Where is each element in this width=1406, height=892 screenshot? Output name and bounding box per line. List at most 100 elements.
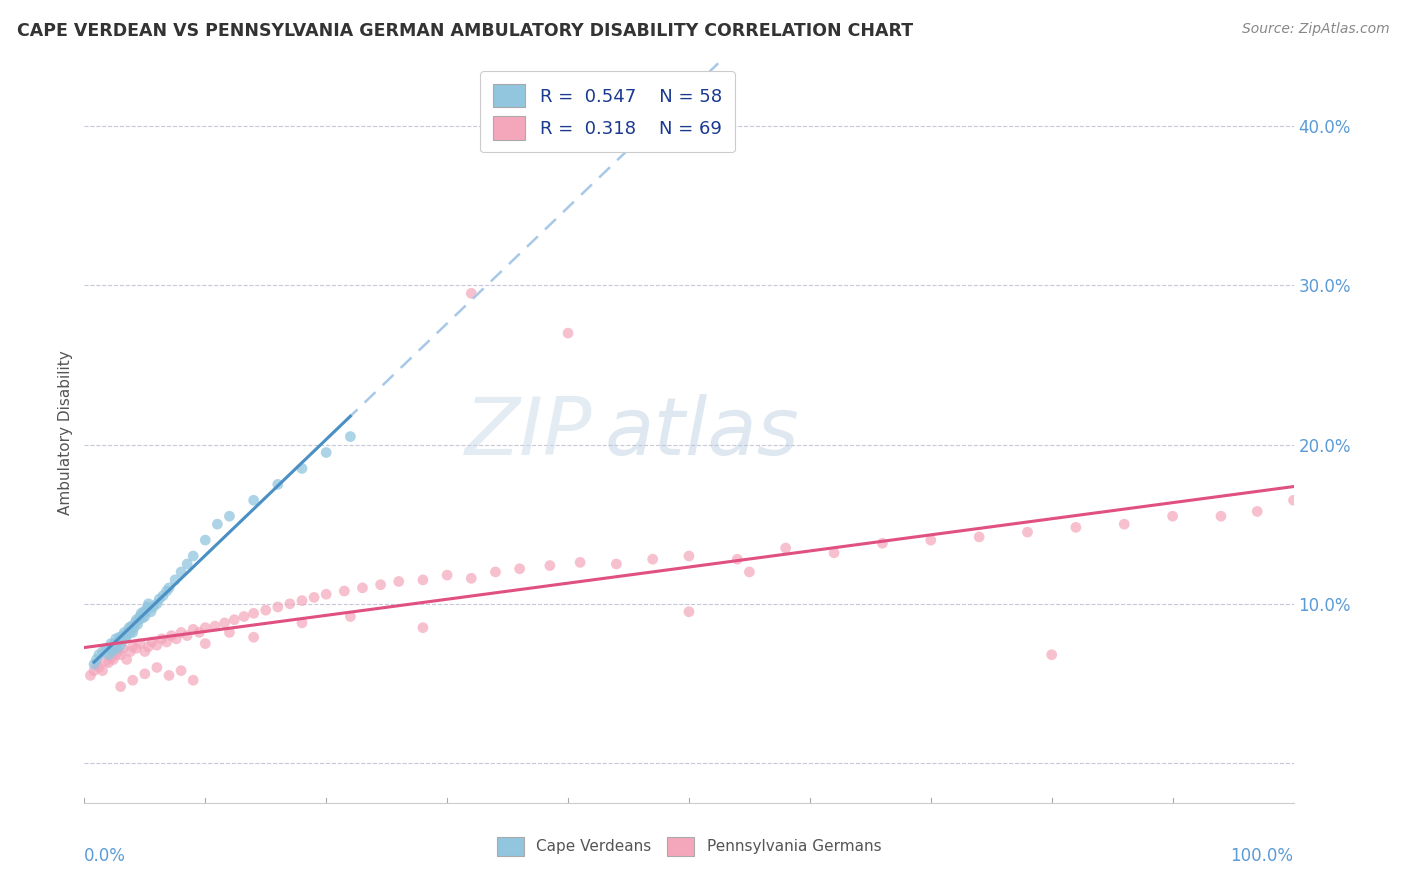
Point	[1040, 648, 1063, 662]
Point	[291, 593, 314, 607]
Point	[115, 629, 138, 643]
Point	[1282, 493, 1305, 508]
Point	[538, 558, 561, 573]
Point	[194, 533, 217, 547]
Point	[678, 549, 700, 563]
Point	[150, 632, 173, 646]
Point	[412, 573, 434, 587]
Point	[176, 557, 198, 571]
Point	[254, 603, 277, 617]
Point	[152, 589, 174, 603]
Point	[352, 581, 374, 595]
Point	[98, 641, 121, 656]
Point	[134, 609, 156, 624]
Point	[129, 637, 152, 651]
Point	[134, 644, 156, 658]
Point	[157, 581, 180, 595]
Point	[1161, 509, 1184, 524]
Point	[148, 592, 170, 607]
Point	[117, 624, 139, 638]
Point	[134, 666, 156, 681]
Point	[110, 638, 132, 652]
Point	[125, 613, 148, 627]
Point	[218, 625, 240, 640]
Point	[120, 625, 142, 640]
Point	[100, 637, 122, 651]
Point	[146, 638, 169, 652]
Point	[86, 657, 108, 672]
Point	[194, 621, 217, 635]
Point	[83, 664, 105, 678]
Point	[155, 584, 177, 599]
Point	[460, 571, 482, 585]
Y-axis label: Ambulatory Disability: Ambulatory Disability	[58, 351, 73, 515]
Point	[242, 493, 264, 508]
Point	[112, 641, 135, 656]
Point	[110, 680, 132, 694]
Point	[83, 657, 105, 672]
Point	[333, 584, 356, 599]
Point	[104, 632, 127, 646]
Point	[569, 555, 592, 569]
Point	[101, 644, 124, 658]
Point	[121, 640, 143, 654]
Point	[146, 597, 169, 611]
Point	[315, 445, 337, 459]
Point	[122, 621, 145, 635]
Point	[94, 641, 117, 656]
Point	[460, 286, 482, 301]
Point	[181, 622, 204, 636]
Point	[412, 621, 434, 635]
Point	[100, 651, 122, 665]
Point	[139, 605, 162, 619]
Point	[1209, 509, 1232, 524]
Point	[181, 673, 204, 688]
Point	[339, 429, 361, 443]
Point	[108, 630, 131, 644]
Point	[87, 648, 110, 662]
Point	[146, 660, 169, 674]
Point	[967, 530, 990, 544]
Point	[920, 533, 942, 547]
Point	[1017, 525, 1039, 540]
Point	[87, 660, 110, 674]
Point	[291, 461, 314, 475]
Point	[135, 605, 157, 619]
Point	[218, 509, 240, 524]
Point	[97, 656, 120, 670]
Point	[79, 668, 101, 682]
Point	[136, 599, 159, 614]
Point	[302, 591, 325, 605]
Point	[725, 552, 748, 566]
Point	[86, 652, 108, 666]
Point	[114, 632, 136, 646]
Point	[125, 641, 148, 656]
Point	[105, 641, 128, 656]
Point	[388, 574, 411, 589]
Point	[107, 644, 129, 658]
Point	[121, 673, 143, 688]
Point	[315, 587, 337, 601]
Point	[484, 565, 506, 579]
Point	[94, 654, 117, 668]
Point	[121, 619, 143, 633]
Point	[181, 549, 204, 563]
Point	[267, 599, 290, 614]
Point	[509, 562, 531, 576]
Point	[138, 640, 160, 654]
Point	[170, 565, 193, 579]
Point	[214, 615, 236, 630]
Point	[678, 605, 700, 619]
Point	[142, 599, 165, 614]
Point	[160, 629, 183, 643]
Point	[1246, 504, 1268, 518]
Text: ZIP: ZIP	[465, 393, 592, 472]
Point	[170, 625, 193, 640]
Point	[103, 652, 125, 666]
Point	[278, 597, 301, 611]
Point	[233, 609, 256, 624]
Text: 100.0%: 100.0%	[1230, 847, 1294, 865]
Point	[111, 632, 134, 646]
Point	[131, 611, 153, 625]
Point	[91, 664, 114, 678]
